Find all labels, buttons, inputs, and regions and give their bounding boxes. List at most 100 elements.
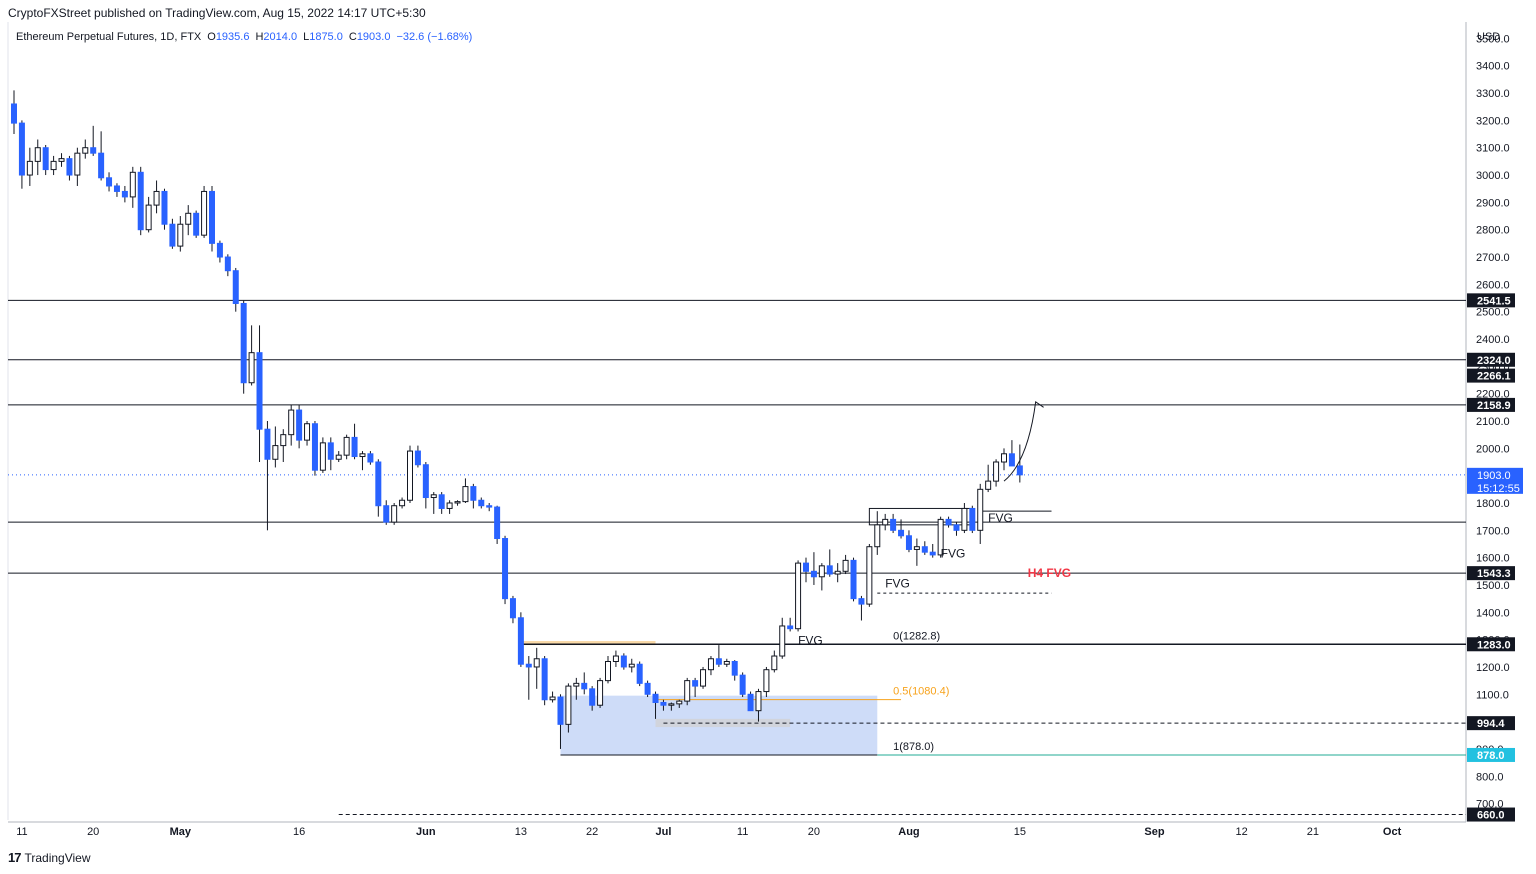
symbol-legend: Ethereum Perpetual Futures, 1D, FTX O193… — [16, 31, 472, 43]
currency-label: USD — [1477, 31, 1500, 43]
annotation-1: FVG — [885, 577, 910, 591]
candle-body — [826, 565, 833, 575]
candle-body — [787, 625, 794, 630]
y-tick-label: 1200.0 — [1476, 662, 1510, 674]
candle-body — [288, 409, 295, 436]
level-badge-8-bg — [1467, 807, 1515, 822]
candle-body — [34, 147, 41, 162]
candle-body — [209, 190, 215, 244]
candle-body — [58, 158, 65, 162]
candle-body — [327, 442, 334, 460]
x-tick-label: 16 — [293, 826, 305, 838]
y-tick-label: 3400.0 — [1476, 61, 1510, 73]
x-tick-label: May — [170, 826, 192, 838]
x-tick-label: Jul — [655, 826, 671, 838]
candle-body — [953, 524, 960, 531]
candle-body — [391, 505, 398, 523]
candle-body — [11, 103, 17, 124]
candle-body — [375, 461, 382, 507]
candle-body — [684, 680, 691, 702]
low-label: L — [303, 31, 310, 43]
candle-body — [311, 423, 318, 471]
candle-body — [692, 680, 699, 687]
candle-body — [121, 190, 128, 198]
candle-body — [921, 546, 928, 553]
candle-body — [113, 185, 120, 192]
candle-body — [810, 570, 817, 578]
level-badge-4-bg — [1467, 566, 1515, 581]
candle-body — [977, 488, 984, 531]
y-tick-label: 3000.0 — [1476, 170, 1510, 182]
annotation-0: FVG — [798, 633, 823, 647]
level-badge-5: 1283.0 — [1477, 639, 1511, 651]
candle-body — [248, 352, 255, 384]
tradingview-logo[interactable]: 17 TradingView — [8, 850, 91, 865]
candle-body — [414, 450, 421, 466]
y-tick-label: 2100.0 — [1476, 416, 1510, 428]
candle-body — [898, 529, 905, 537]
candle-body — [929, 551, 936, 556]
level-badge-4: 1543.3 — [1477, 568, 1511, 580]
candle-body — [74, 152, 81, 176]
extra-badge-0-bg — [1467, 368, 1515, 383]
supply-highlight — [520, 640, 656, 646]
candle-body — [169, 223, 176, 247]
candle-body — [129, 171, 136, 198]
candle-body — [486, 505, 493, 508]
candle-body — [589, 688, 596, 706]
candle-body — [98, 152, 105, 179]
candle-body — [818, 565, 825, 578]
open-value: 1935.6 — [215, 31, 250, 43]
candle-body — [1008, 453, 1015, 467]
candle-body — [26, 160, 33, 176]
candle-body — [985, 480, 992, 490]
candle-body — [145, 204, 152, 231]
candle-body — [652, 693, 659, 703]
y-tick-label: 3300.0 — [1476, 88, 1510, 100]
y-tick-label: 1400.0 — [1476, 607, 1510, 619]
candle-body — [644, 682, 651, 695]
extra-badge-0: 2266.1 — [1477, 371, 1511, 383]
candle-body — [1001, 453, 1007, 463]
annotation-3: FVG — [988, 511, 1013, 525]
candle-body — [494, 506, 501, 540]
candle-body — [407, 450, 413, 501]
candle-body — [581, 682, 588, 690]
candle-body — [478, 499, 485, 507]
candle-body — [779, 625, 786, 657]
level-badge-8: 660.0 — [1477, 810, 1505, 822]
candle-body — [304, 423, 311, 441]
fib-label-1: 0.5(1080.4) — [893, 686, 949, 698]
candle-body — [890, 518, 897, 531]
candle-body — [399, 499, 406, 507]
level-badge-7-bg — [1467, 747, 1515, 762]
candle-body — [771, 655, 778, 671]
candle-body — [66, 158, 73, 176]
x-tick-label: 11 — [737, 826, 748, 838]
y-tick-label: 1500.0 — [1476, 580, 1510, 592]
y-tick-label: 1700.0 — [1476, 525, 1510, 537]
candle-body — [620, 655, 627, 668]
x-tick-label: 12 — [1235, 826, 1247, 838]
candle-body — [834, 570, 841, 575]
candle-body — [517, 617, 524, 665]
candle-body — [106, 177, 113, 187]
candle-body — [565, 685, 572, 725]
candle-body — [367, 453, 374, 463]
candle-body — [961, 507, 968, 531]
y-tick-label: 2500.0 — [1476, 307, 1510, 319]
candle-body — [90, 147, 97, 154]
close-label: C — [348, 31, 357, 43]
candle-body — [153, 190, 160, 206]
candle-body — [636, 663, 643, 684]
candle-body — [351, 436, 358, 458]
candle-body — [264, 428, 271, 460]
symbol-name: Ethereum Perpetual Futures, 1D, FTX — [16, 31, 202, 43]
y-tick-label: 2800.0 — [1476, 225, 1510, 237]
candle-body — [343, 436, 350, 456]
candle-body — [177, 223, 184, 247]
candle-body — [660, 701, 667, 706]
candle-body — [612, 655, 619, 662]
y-tick-label: 3100.0 — [1476, 143, 1510, 155]
